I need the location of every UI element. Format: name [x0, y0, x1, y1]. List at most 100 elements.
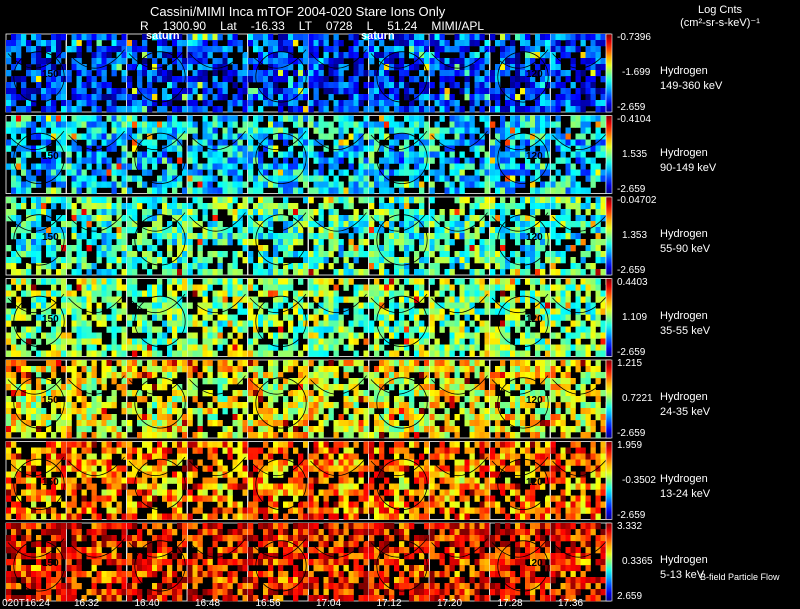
- heatmap-cell: [540, 203, 546, 210]
- heatmap-cell: [575, 209, 581, 216]
- heatmap-cell: [500, 133, 506, 140]
- heatmap-cell: [268, 175, 274, 182]
- heatmap-cell: [469, 239, 475, 246]
- heatmap-cell: [414, 181, 420, 188]
- heatmap-cell: [66, 245, 72, 252]
- heatmap-cell: [91, 263, 97, 270]
- heatmap-cell: [36, 169, 42, 176]
- heatmap-cell: [565, 127, 571, 134]
- heatmap-cell: [207, 163, 213, 170]
- heatmap-cell: [152, 257, 158, 264]
- heatmap-cell: [515, 215, 521, 222]
- heatmap-cell: [555, 46, 561, 53]
- heatmap-cell: [595, 332, 601, 339]
- heatmap-cell: [121, 169, 127, 176]
- heatmap-cell: [162, 372, 168, 379]
- heatmap-cell: [182, 269, 188, 276]
- heatmap-cell: [500, 239, 506, 246]
- heatmap-cell: [328, 163, 334, 170]
- heatmap-cell: [147, 269, 153, 276]
- heatmap-cell: [490, 269, 496, 276]
- heatmap-cell: [182, 302, 188, 309]
- heatmap-cell: [303, 169, 309, 176]
- heatmap-cell: [283, 88, 289, 95]
- heatmap-cell: [106, 58, 112, 65]
- heatmap-cell: [187, 187, 193, 194]
- heatmap-cell: [147, 157, 153, 164]
- heatmap-cell: [253, 121, 259, 128]
- heatmap-cell: [318, 326, 324, 333]
- heatmap-cell: [525, 350, 531, 357]
- heatmap-cell: [414, 163, 420, 170]
- heatmap-cell: [353, 88, 359, 95]
- heatmap-cell: [106, 139, 112, 146]
- heatmap-cell: [202, 82, 208, 89]
- heatmap-cell: [61, 257, 67, 264]
- heatmap-cell: [570, 197, 576, 204]
- heatmap-cell: [91, 378, 97, 385]
- heatmap-cell: [101, 432, 107, 439]
- heatmap-cell: [318, 151, 324, 158]
- heatmap-cell: [41, 378, 47, 385]
- heatmap-cell: [132, 257, 138, 264]
- heatmap-cell: [227, 115, 233, 122]
- heatmap-cell: [71, 344, 77, 351]
- heatmap-cell: [308, 302, 314, 309]
- heatmap-cell: [600, 344, 606, 351]
- heatmap-cell: [147, 76, 153, 83]
- heatmap-cell: [268, 151, 274, 158]
- heatmap-cell: [202, 70, 208, 77]
- heatmap-cell: [570, 278, 576, 285]
- heatmap-cell: [273, 269, 279, 276]
- heatmap-cell: [61, 52, 67, 59]
- heatmap-cell: [303, 40, 309, 47]
- heatmap-cell: [157, 76, 163, 83]
- heatmap-cell: [288, 151, 294, 158]
- heatmap-cell: [369, 94, 375, 101]
- heatmap-cell: [258, 308, 264, 315]
- heatmap-cell: [273, 52, 279, 59]
- heatmap-cell: [369, 344, 375, 351]
- heatmap-cell: [283, 296, 289, 303]
- heatmap-cell: [263, 350, 269, 357]
- heatmap-cell: [369, 233, 375, 240]
- heatmap-cell: [21, 82, 27, 89]
- heatmap-cell: [353, 82, 359, 89]
- heatmap-cell: [293, 70, 299, 77]
- heatmap-cell: [162, 94, 168, 101]
- heatmap-cell: [414, 344, 420, 351]
- heatmap-cell: [36, 414, 42, 421]
- heatmap-cell: [374, 233, 380, 240]
- heatmap-cell: [555, 284, 561, 291]
- heatmap-cell: [61, 121, 67, 128]
- heatmap-cell: [172, 290, 178, 297]
- heatmap-cell: [464, 302, 470, 309]
- heatmap-cell: [121, 233, 127, 240]
- heatmap-cell: [464, 284, 470, 291]
- heatmap-cell: [21, 139, 27, 146]
- heatmap-cell: [515, 308, 521, 315]
- heatmap-cell: [81, 408, 87, 415]
- heatmap-cell: [353, 338, 359, 345]
- contour-line: [68, 49, 125, 69]
- heatmap-cell: [66, 203, 72, 210]
- heatmap-cell: [348, 245, 354, 252]
- heatmap-cell: [96, 302, 102, 309]
- heatmap-cell: [162, 175, 168, 182]
- heatmap-cell: [121, 88, 127, 95]
- heatmap-cell: [86, 197, 92, 204]
- heatmap-cell: [237, 88, 243, 95]
- heatmap-cell: [535, 296, 541, 303]
- heatmap-cell: [101, 181, 107, 188]
- heatmap-cell: [212, 157, 218, 164]
- heatmap-cell: [111, 88, 117, 95]
- heatmap-cell: [253, 326, 259, 333]
- heatmap-cell: [585, 197, 591, 204]
- heatmap-cell: [293, 40, 299, 47]
- heatmap-cell: [237, 209, 243, 216]
- heatmap-cell: [232, 187, 238, 194]
- heatmap-cell: [318, 320, 324, 327]
- heatmap-cell: [580, 82, 586, 89]
- heatmap-cell: [147, 245, 153, 252]
- heatmap-cell: [227, 46, 233, 53]
